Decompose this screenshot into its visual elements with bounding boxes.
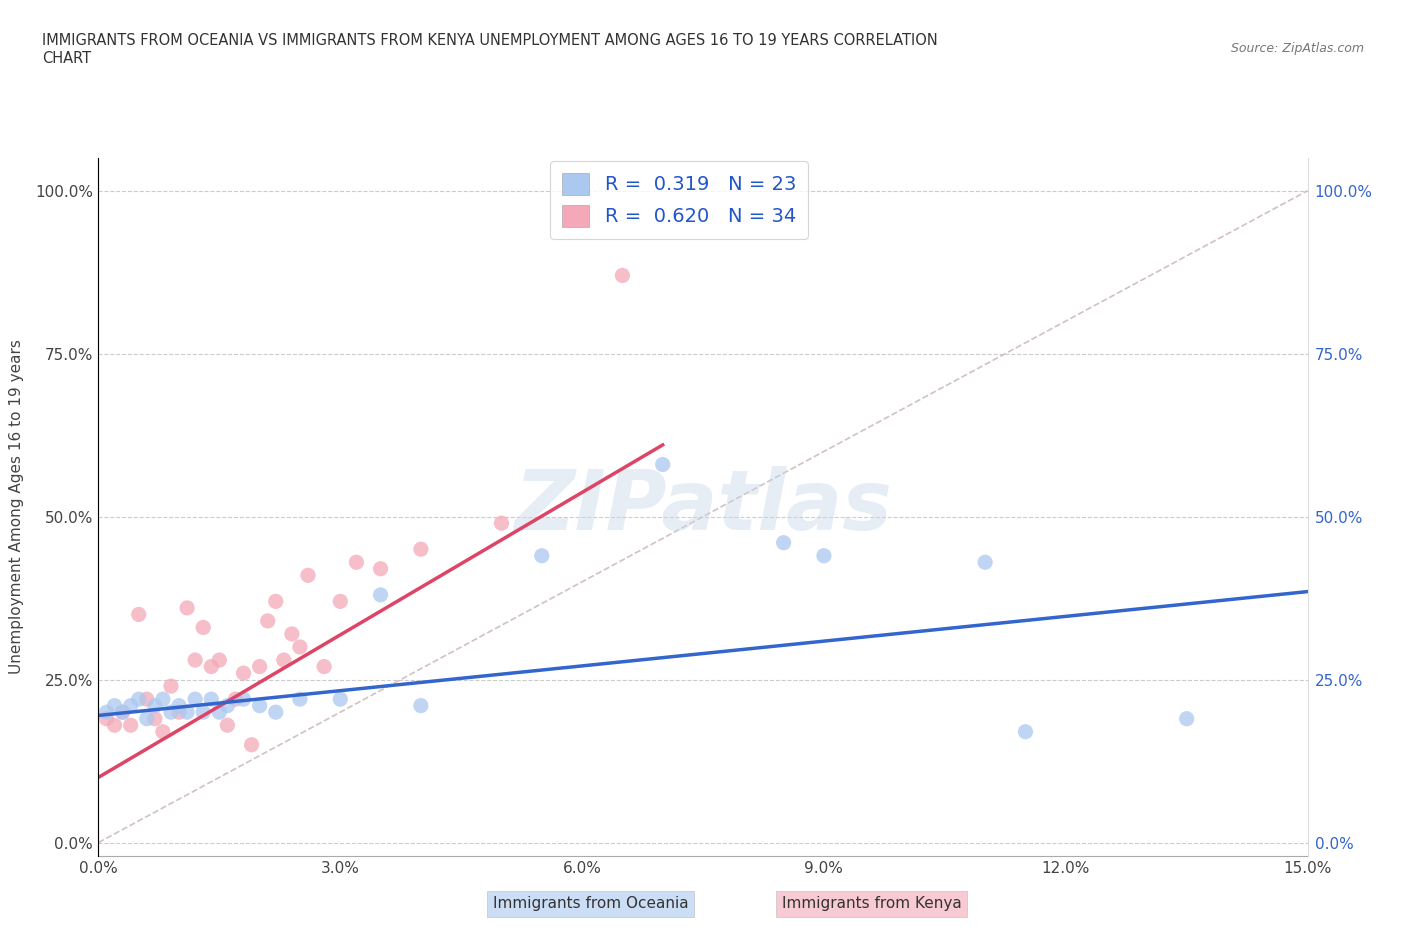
- Point: [152, 724, 174, 739]
- Point: [612, 268, 634, 283]
- Point: [193, 620, 215, 635]
- Text: Immigrants from Oceania: Immigrants from Oceania: [492, 897, 689, 911]
- Point: [813, 549, 835, 564]
- Point: [184, 653, 207, 668]
- Point: [224, 692, 246, 707]
- Point: [240, 737, 263, 752]
- Point: [1014, 724, 1036, 739]
- Point: [409, 698, 432, 713]
- Point: [329, 594, 352, 609]
- Point: [409, 542, 432, 557]
- Point: [184, 692, 207, 707]
- Point: [160, 705, 183, 720]
- Text: IMMIGRANTS FROM OCEANIA VS IMMIGRANTS FROM KENYA UNEMPLOYMENT AMONG AGES 16 TO 1: IMMIGRANTS FROM OCEANIA VS IMMIGRANTS FR…: [42, 33, 938, 47]
- Text: Source: ZipAtlas.com: Source: ZipAtlas.com: [1230, 42, 1364, 55]
- Point: [249, 659, 271, 674]
- Point: [200, 659, 222, 674]
- Point: [491, 516, 513, 531]
- Legend: R =  0.319   N = 23, R =  0.620   N = 34: R = 0.319 N = 23, R = 0.620 N = 34: [550, 161, 807, 239]
- Point: [128, 607, 150, 622]
- Point: [288, 692, 311, 707]
- Point: [288, 640, 311, 655]
- Point: [96, 711, 118, 726]
- Point: [249, 698, 271, 713]
- Point: [370, 588, 392, 603]
- Point: [111, 705, 134, 720]
- Point: [370, 562, 392, 577]
- Point: [167, 705, 190, 720]
- Point: [208, 705, 231, 720]
- Point: [120, 718, 142, 733]
- Point: [111, 705, 134, 720]
- Point: [103, 698, 125, 713]
- Point: [264, 594, 287, 609]
- Point: [264, 705, 287, 720]
- Point: [281, 627, 304, 642]
- Point: [232, 666, 254, 681]
- Point: [152, 692, 174, 707]
- Point: [135, 692, 157, 707]
- Point: [297, 568, 319, 583]
- Text: CHART: CHART: [42, 51, 91, 66]
- Point: [217, 718, 239, 733]
- Point: [176, 601, 198, 616]
- Point: [160, 679, 183, 694]
- Point: [103, 718, 125, 733]
- Y-axis label: Unemployment Among Ages 16 to 19 years: Unemployment Among Ages 16 to 19 years: [8, 339, 24, 674]
- Point: [143, 711, 166, 726]
- Text: ZIPatlas: ZIPatlas: [515, 466, 891, 548]
- Point: [530, 549, 553, 564]
- Point: [208, 653, 231, 668]
- Point: [974, 555, 997, 570]
- Point: [1175, 711, 1198, 726]
- Text: Immigrants from Kenya: Immigrants from Kenya: [782, 897, 962, 911]
- Point: [344, 555, 367, 570]
- Point: [128, 692, 150, 707]
- Point: [143, 698, 166, 713]
- Point: [200, 692, 222, 707]
- Point: [232, 692, 254, 707]
- Point: [193, 705, 215, 720]
- Point: [135, 711, 157, 726]
- Point: [651, 457, 673, 472]
- Point: [329, 692, 352, 707]
- Point: [314, 659, 336, 674]
- Point: [176, 705, 198, 720]
- Point: [273, 653, 295, 668]
- Point: [772, 536, 794, 551]
- Point: [120, 698, 142, 713]
- Point: [96, 705, 118, 720]
- Point: [256, 614, 278, 629]
- Point: [167, 698, 190, 713]
- Point: [217, 698, 239, 713]
